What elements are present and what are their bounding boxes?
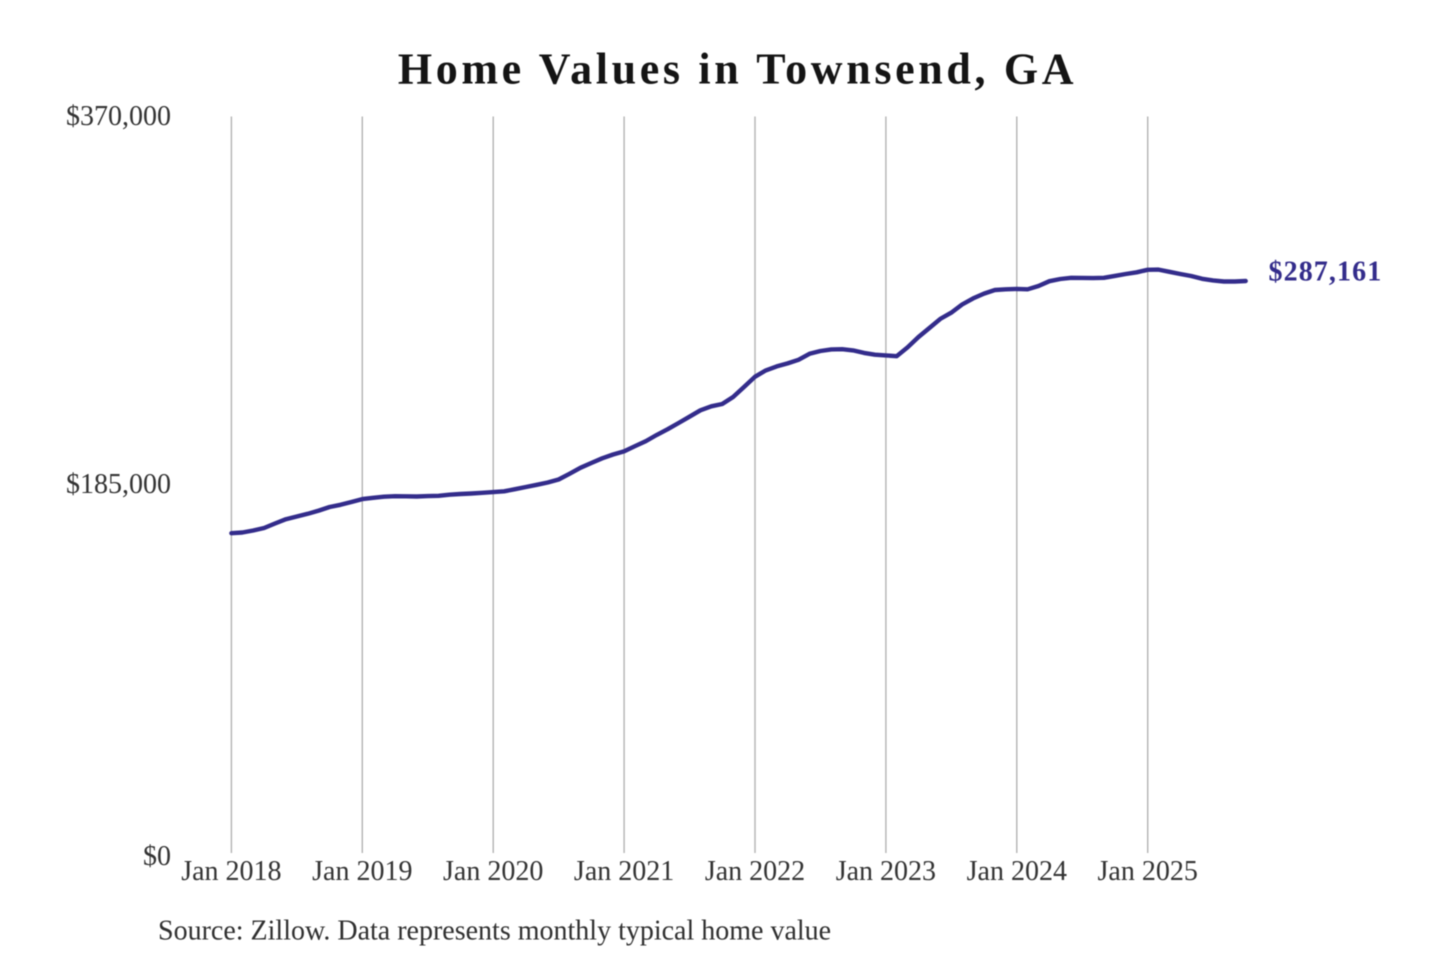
svg-text:$0: $0	[143, 841, 171, 872]
svg-text:Jan 2018: Jan 2018	[181, 856, 281, 887]
svg-text:Jan 2022: Jan 2022	[705, 856, 805, 887]
svg-text:$287,161: $287,161	[1269, 256, 1383, 287]
svg-text:Source: Zillow. Data represent: Source: Zillow. Data represents monthly …	[158, 916, 831, 947]
svg-text:Jan 2019: Jan 2019	[312, 856, 412, 887]
svg-text:$370,000: $370,000	[66, 101, 171, 132]
svg-text:Jan 2023: Jan 2023	[836, 856, 936, 887]
svg-text:Home Values in Townsend, GA: Home Values in Townsend, GA	[398, 44, 1077, 93]
svg-text:$185,000: $185,000	[66, 469, 171, 500]
svg-text:Jan 2021: Jan 2021	[574, 856, 674, 887]
svg-text:Jan 2024: Jan 2024	[967, 856, 1067, 887]
svg-text:Jan 2020: Jan 2020	[443, 856, 543, 887]
svg-text:Jan 2025: Jan 2025	[1098, 856, 1198, 887]
